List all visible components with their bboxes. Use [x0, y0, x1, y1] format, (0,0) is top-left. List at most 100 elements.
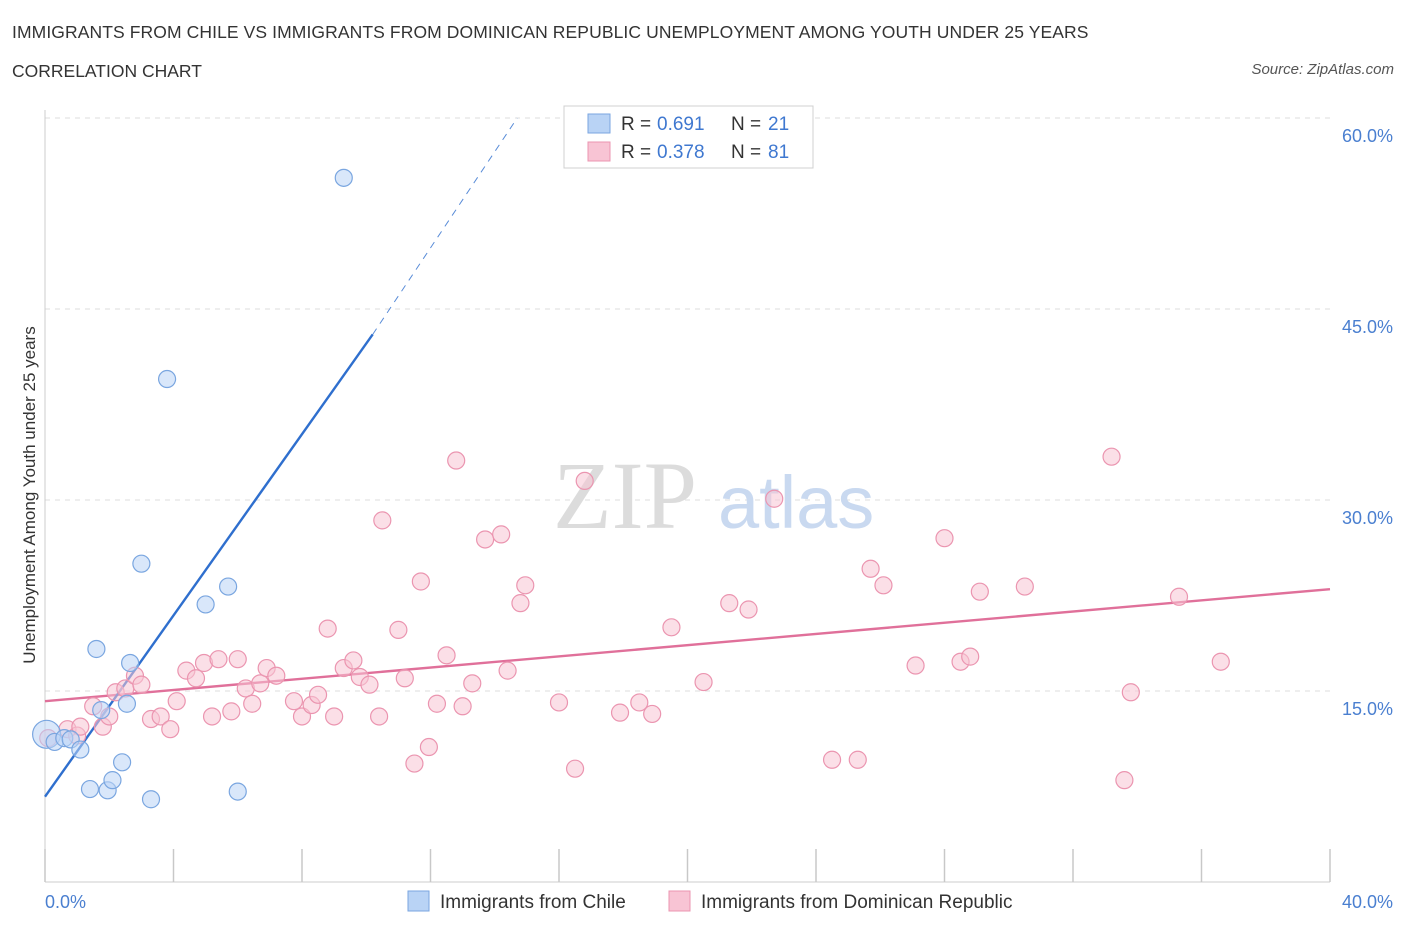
- dr-point-32: [325, 707, 344, 726]
- dr-point-55: [565, 759, 585, 778]
- dr-point-38: [373, 511, 392, 530]
- chile-point-13: [132, 554, 151, 573]
- dr-point-56: [575, 471, 594, 490]
- dr-point-44: [427, 694, 447, 713]
- dr-point-30: [308, 685, 328, 704]
- bottom-legend-swatch-dr: [668, 890, 691, 912]
- chile-point-11: [117, 694, 137, 713]
- dr-point-48: [463, 674, 482, 693]
- legend-swatch-chile: [587, 113, 611, 134]
- legend-r-label-chile: R =: [621, 114, 651, 135]
- dr-point-50: [492, 525, 511, 544]
- x-tick-label-max: 40.0%: [1342, 892, 1393, 912]
- dr-point-41: [405, 754, 424, 773]
- watermark-atlas: atlas: [718, 461, 874, 544]
- legend-n-value-chile: 21: [768, 114, 789, 135]
- legend-n-value-dr: 81: [768, 142, 789, 163]
- y-axis-title: Unemployment Among Youth under 25 years: [20, 326, 39, 663]
- chile-point-19: [334, 168, 353, 187]
- y-tick-label-15: 15.0%: [1342, 699, 1393, 719]
- dr-point-51: [498, 661, 517, 680]
- chile-point-6: [87, 639, 106, 659]
- bottom-legend-label-chile: Immigrants from Chile: [440, 892, 626, 913]
- y-axis-tick-labels: 15.0% 30.0% 45.0% 60.0%: [1342, 126, 1393, 719]
- dr-point-65: [822, 750, 842, 769]
- dr-point-10: [132, 675, 151, 694]
- y-tick-label-30: 30.0%: [1342, 508, 1393, 528]
- dr-points: [39, 447, 1230, 790]
- chart-title: IMMIGRANTS FROM CHILE VS IMMIGRANTS FROM…: [12, 22, 1089, 42]
- y-tick-label-60: 60.0%: [1342, 126, 1393, 146]
- dr-point-3: [71, 717, 90, 736]
- source-credit: Source: ZipAtlas.com: [1251, 61, 1394, 78]
- legend-n-label-dr: N =: [731, 142, 761, 163]
- chart-subtitle: CORRELATION CHART: [12, 61, 202, 81]
- dr-point-18: [202, 707, 222, 726]
- dr-point-73: [970, 582, 989, 601]
- dr-point-24: [251, 674, 270, 693]
- dr-point-58: [630, 693, 649, 712]
- dr-point-45: [437, 646, 456, 665]
- dr-point-75: [1102, 447, 1121, 466]
- dr-point-12: [151, 707, 170, 726]
- chile-point-4: [71, 740, 90, 759]
- trend-line-chile-extension: [372, 117, 518, 335]
- dr-point-60: [662, 618, 681, 637]
- chile-point-17: [219, 577, 238, 596]
- dr-point-47: [453, 697, 472, 716]
- series-legend: Immigrants from Chile Immigrants from Do…: [407, 890, 1013, 913]
- dr-point-21: [228, 650, 247, 669]
- watermark-zip: ZIP: [553, 442, 697, 549]
- dr-point-69: [906, 656, 925, 675]
- dr-point-54: [549, 693, 569, 712]
- chile-point-5: [80, 779, 100, 799]
- dr-point-36: [360, 675, 379, 694]
- dr-point-20: [222, 702, 241, 721]
- dr-point-66: [848, 750, 867, 769]
- dr-point-76: [1115, 771, 1134, 790]
- bottom-legend-label-dr: Immigrants from Dominican Republic: [701, 892, 1013, 913]
- dr-point-77: [1121, 683, 1140, 702]
- chile-point-15: [157, 369, 177, 389]
- dr-point-68: [874, 576, 893, 595]
- dr-point-26: [267, 666, 286, 685]
- dr-point-16: [186, 669, 206, 688]
- dr-point-46: [447, 451, 466, 470]
- bottom-legend-swatch-chile: [407, 890, 430, 912]
- dr-point-19: [209, 650, 228, 669]
- dr-point-57: [610, 703, 630, 722]
- x-axis-ticks: [44, 849, 1331, 882]
- dr-point-78: [1169, 587, 1189, 606]
- dr-point-64: [765, 489, 784, 508]
- chile-point-12: [121, 653, 140, 673]
- legend-swatch-dr: [587, 141, 611, 162]
- dr-point-79: [1211, 652, 1230, 671]
- dr-point-27: [284, 692, 304, 711]
- dr-point-52: [511, 594, 530, 613]
- dr-point-37: [370, 707, 389, 726]
- chile-point-9: [103, 771, 122, 790]
- dr-point-59: [643, 704, 662, 724]
- chile-point-7: [92, 700, 111, 720]
- legend-r-value-dr: 0.378: [657, 142, 705, 163]
- correlation-legend: R = 0.691 N = 21 R = 0.378 N = 81: [563, 105, 814, 169]
- chile-point-18: [228, 782, 247, 801]
- dr-point-14: [167, 692, 186, 711]
- legend-n-label-chile: N =: [731, 114, 761, 135]
- dr-point-43: [419, 737, 438, 757]
- dr-point-62: [720, 594, 739, 613]
- dr-point-13: [161, 720, 180, 739]
- chile-point-16: [196, 595, 215, 614]
- dr-point-72: [961, 647, 980, 666]
- dr-point-40: [395, 669, 414, 688]
- dr-point-74: [1015, 577, 1034, 596]
- dr-point-23: [243, 694, 262, 713]
- dr-point-53: [516, 576, 535, 595]
- dr-point-34: [344, 651, 363, 670]
- dr-point-31: [318, 619, 337, 638]
- dr-point-49: [476, 530, 495, 549]
- legend-r-value-chile: 0.691: [657, 114, 705, 135]
- dr-point-63: [739, 600, 758, 619]
- dr-point-70: [935, 529, 954, 548]
